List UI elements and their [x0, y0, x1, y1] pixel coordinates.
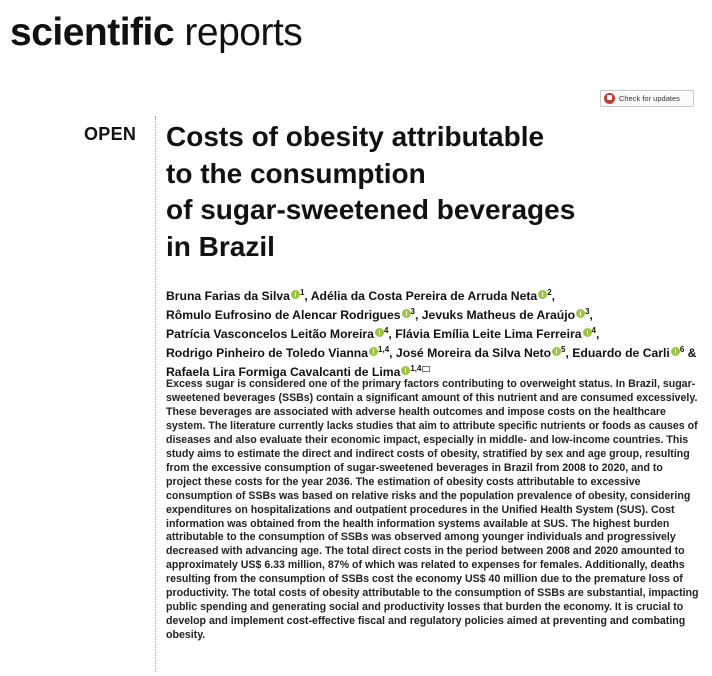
check-for-updates-label: Check for updates [619, 94, 680, 103]
orcid-icon[interactable] [670, 347, 680, 356]
title-line: Costs of obesity attributable [166, 121, 545, 152]
orcid-icon[interactable] [538, 290, 548, 299]
author-separator: , [565, 346, 573, 360]
affiliation-number: 5 [561, 345, 566, 354]
title-line: of sugar-sweetened beverages [166, 194, 576, 225]
orcid-icon[interactable] [552, 347, 562, 356]
orcid-icon[interactable] [401, 366, 411, 375]
orcid-icon[interactable] [576, 309, 586, 318]
open-access-label: OPEN [84, 124, 137, 144]
author-separator: , [595, 327, 600, 341]
affiliation-number: 3 [585, 307, 590, 316]
author-list: Bruna Farias da Silva 1, Adélia da Costa … [166, 285, 706, 380]
author-separator: , [388, 327, 396, 341]
crossmark-icon [604, 93, 615, 104]
title-line: to the consumption [166, 157, 426, 189]
title-line: in Brazil [166, 230, 275, 262]
author-name[interactable]: Patrícia Vasconcelos Leitão Moreira [166, 327, 374, 341]
author-name[interactable]: Rômulo Eufrosino de Alencar Rodrigues [166, 308, 401, 322]
author-separator: , [551, 289, 556, 303]
author-separator: , [389, 346, 396, 360]
author-separator: , [414, 308, 422, 322]
author-separator: & [684, 346, 697, 360]
orcid-icon[interactable] [374, 328, 384, 337]
affiliation-number: 6 [679, 345, 685, 354]
affiliation-number: 3 [410, 307, 415, 316]
orcid-icon[interactable] [290, 290, 300, 299]
journal-name-light: reports [184, 11, 303, 54]
journal-logo: scientific reports [10, 10, 303, 56]
author-name[interactable]: Jevuks Matheus de Araújo [421, 308, 576, 322]
orcid-icon[interactable] [582, 328, 592, 337]
author-name[interactable]: Rafaela Lira Formiga Cavalcanti de Lima [166, 365, 401, 379]
author-name[interactable]: José Moreira da Silva Neto [395, 346, 552, 360]
article-title: Costs of obesity attributable to the con… [166, 119, 646, 265]
affiliation-number: 1 [299, 288, 305, 297]
affiliation-number: 1,4 [410, 364, 422, 373]
affiliation-number: 1,4 [378, 345, 390, 354]
author-name[interactable]: Adélia da Costa Pereira de Arruda Neta [310, 289, 538, 303]
author-separator: , [589, 308, 593, 322]
abstract-text: Excess sugar is considered one of the pr… [166, 378, 699, 642]
orcid-icon[interactable] [401, 309, 411, 318]
author-name[interactable]: Bruna Farias da Silva [166, 289, 290, 303]
author-name[interactable]: Flávia Emília Leite Lima Ferreira [395, 327, 582, 341]
vertical-divider [155, 116, 156, 672]
author-name[interactable]: Rodrigo Pinheiro de Toledo Vianna [166, 346, 369, 360]
orcid-icon[interactable] [369, 347, 379, 356]
author-separator: , [304, 289, 311, 303]
affiliation-number: 4 [591, 326, 596, 335]
check-for-updates-button[interactable]: Check for updates [600, 90, 694, 107]
journal-name-bold: scientific [10, 11, 175, 54]
affiliation-number: 4 [383, 326, 389, 335]
author-name[interactable]: Eduardo de Carli [572, 346, 670, 360]
affiliation-number: 2 [547, 288, 552, 297]
email-icon[interactable] [422, 366, 431, 372]
